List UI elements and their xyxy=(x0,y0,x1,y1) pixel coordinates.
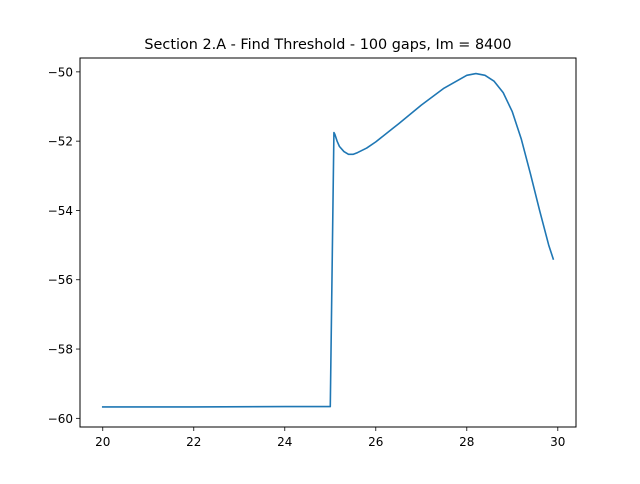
x-tick-label: 28 xyxy=(459,435,474,449)
y-tick-label: −52 xyxy=(48,135,73,149)
y-tick-label: −56 xyxy=(48,273,73,287)
x-tick-label: 26 xyxy=(368,435,383,449)
y-axis: −60 −58 −56 −54 −52 −50 xyxy=(48,65,80,426)
series-layer xyxy=(101,72,555,408)
x-axis: 20 22 24 26 28 30 xyxy=(95,427,565,449)
x-tick-label: 20 xyxy=(95,435,110,449)
x-tick-label: 22 xyxy=(186,435,201,449)
y-tick-label: −58 xyxy=(48,343,73,357)
y-tick-label: −60 xyxy=(48,412,73,426)
y-tick-label: −54 xyxy=(48,204,73,218)
y-tick-label: −50 xyxy=(48,65,73,79)
x-tick-label: 24 xyxy=(277,435,292,449)
series-line xyxy=(101,72,555,408)
plot-frame xyxy=(79,57,577,428)
x-tick-label: 30 xyxy=(550,435,565,449)
chart-title: Section 2.A - Find Threshold - 100 gaps,… xyxy=(144,37,511,53)
